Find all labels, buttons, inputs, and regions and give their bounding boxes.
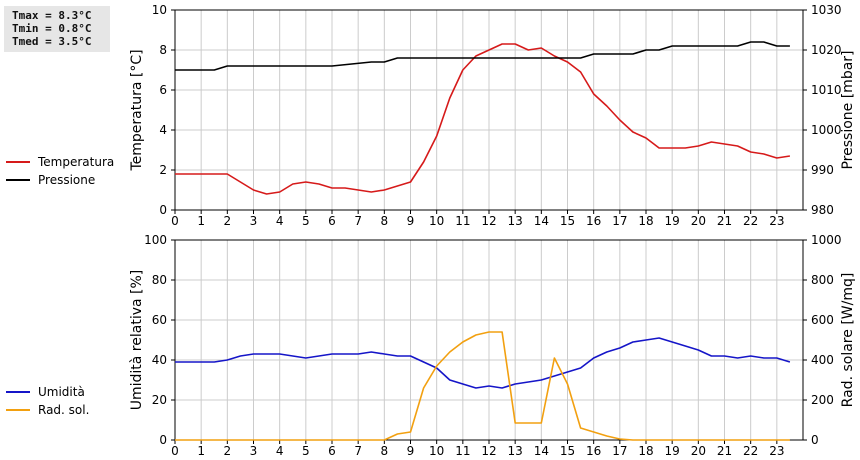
x-tick-label: 16 (586, 214, 601, 228)
x-tick-label: 11 (455, 444, 470, 458)
x-tick-label: 6 (328, 214, 336, 228)
y-tick-label: 80 (152, 273, 167, 287)
y-tick-label: 8 (159, 43, 167, 57)
legend-label-humidity: Umidità (38, 385, 85, 399)
x-tick-label: 13 (508, 444, 523, 458)
x-tick-label: 19 (665, 214, 680, 228)
y-right-tick-label: 800 (811, 273, 834, 287)
x-tick-label: 11 (455, 214, 470, 228)
y-axis-label: Umidità relativa [%] (129, 270, 145, 411)
x-tick-label: 1 (197, 214, 205, 228)
y-tick-label: 40 (152, 353, 167, 367)
y-right-tick-label: 980 (811, 203, 834, 217)
y-tick-label: 0 (159, 203, 167, 217)
y-right-tick-label: 990 (811, 163, 834, 177)
x-tick-label: 22 (743, 214, 758, 228)
y-right-tick-label: 1000 (811, 233, 842, 247)
y-tick-label: 10 (152, 3, 167, 17)
y-tick-label: 60 (152, 313, 167, 327)
x-tick-label: 12 (481, 214, 496, 228)
x-tick-label: 15 (560, 444, 575, 458)
x-tick-label: 21 (717, 444, 732, 458)
legend-label-pressure: Pressione (38, 173, 95, 187)
x-tick-label: 4 (276, 214, 284, 228)
x-tick-label: 4 (276, 444, 284, 458)
y-right-tick-label: 1000 (811, 123, 842, 137)
x-tick-label: 5 (302, 214, 310, 228)
x-tick-label: 15 (560, 214, 575, 228)
x-tick-label: 21 (717, 214, 732, 228)
x-tick-label: 12 (481, 444, 496, 458)
series-line-radiation (175, 331, 790, 441)
series-line-temperature (175, 43, 791, 195)
y-tick-label: 20 (152, 393, 167, 407)
series-line-humidity (175, 337, 791, 389)
x-tick-label: 17 (612, 214, 627, 228)
y-right-tick-label: 0 (811, 433, 819, 447)
y-axis-label: Temperatura [°C] (129, 49, 145, 171)
x-tick-label: 10 (429, 444, 444, 458)
y-right-axis-label: Pressione [mbar] (840, 50, 856, 169)
x-tick-label: 20 (691, 444, 706, 458)
y-right-tick-label: 1010 (811, 83, 842, 97)
x-tick-label: 2 (224, 444, 232, 458)
stat-tmin: Tmin = 0.8°C (12, 22, 92, 35)
x-tick-label: 23 (769, 214, 784, 228)
x-tick-label: 14 (534, 444, 549, 458)
x-tick-label: 7 (354, 214, 362, 228)
y-tick-label: 100 (144, 233, 167, 247)
x-tick-label: 2 (224, 214, 232, 228)
x-tick-label: 0 (171, 214, 179, 228)
x-tick-label: 5 (302, 444, 310, 458)
x-tick-label: 9 (407, 444, 415, 458)
series-line-pressure (175, 41, 790, 71)
legend-label-temperature: Temperatura (37, 155, 114, 169)
y-tick-label: 6 (159, 83, 167, 97)
x-tick-label: 18 (638, 444, 653, 458)
stat-tmed: Tmed = 3.5°C (12, 35, 92, 48)
x-tick-label: 22 (743, 444, 758, 458)
x-tick-label: 8 (381, 214, 389, 228)
y-right-tick-label: 1030 (811, 3, 842, 17)
y-tick-label: 2 (159, 163, 167, 177)
x-tick-label: 16 (586, 444, 601, 458)
y-right-tick-label: 400 (811, 353, 834, 367)
x-tick-label: 8 (381, 444, 389, 458)
x-tick-label: 6 (328, 444, 336, 458)
x-tick-label: 20 (691, 214, 706, 228)
y-tick-label: 4 (159, 123, 167, 137)
x-tick-label: 18 (638, 214, 653, 228)
y-tick-label: 0 (159, 433, 167, 447)
x-tick-label: 3 (250, 444, 258, 458)
stats-box: Tmax = 8.3°C Tmin = 0.8°C Tmed = 3.5°C (4, 6, 110, 52)
x-tick-label: 14 (534, 214, 549, 228)
y-right-axis-label: Rad. solare [W/mq] (840, 273, 856, 408)
x-tick-label: 10 (429, 214, 444, 228)
chart-panel-1: 0 1 2 3 4 5 6 7 8 9 10 11 12 13 14 15 16 17 18 19 20 21 22 2302… (6, 3, 856, 228)
y-right-tick-label: 600 (811, 313, 834, 327)
y-right-tick-label: 1020 (811, 43, 842, 57)
x-tick-label: 9 (407, 214, 415, 228)
y-right-tick-label: 200 (811, 393, 834, 407)
x-tick-label: 13 (508, 214, 523, 228)
x-tick-label: 3 (250, 214, 258, 228)
x-tick-label: 23 (769, 444, 784, 458)
x-tick-label: 0 (171, 444, 179, 458)
x-tick-label: 17 (612, 444, 627, 458)
x-tick-label: 7 (354, 444, 362, 458)
x-tick-label: 1 (197, 444, 205, 458)
x-tick-label: 19 (665, 444, 680, 458)
chart-panel-2: 0 1 2 3 4 5 6 7 8 9 10 11 12 13 14 15 16 17 18 19 20 21 22 2302… (6, 233, 856, 458)
legend-label-radiation: Rad. sol. (38, 403, 89, 417)
stat-tmax: Tmax = 8.3°C (12, 9, 92, 22)
